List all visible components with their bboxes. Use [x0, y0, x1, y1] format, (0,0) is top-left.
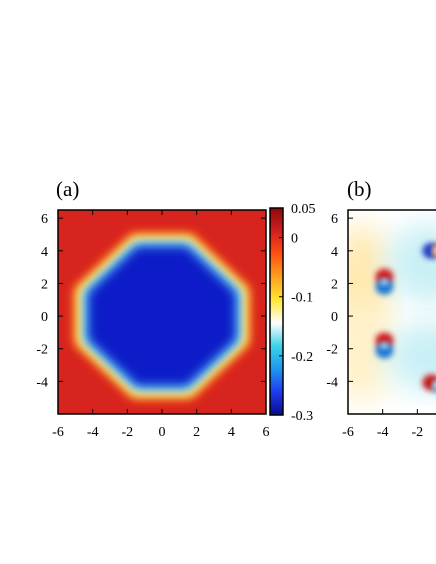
a-xtick-label: 6	[263, 425, 270, 440]
colorbar: 0.05 0 -0.1 -0.2 -0.3	[269, 202, 316, 424]
b-ytick-label: 2	[331, 277, 338, 292]
dipole-core	[433, 247, 436, 254]
colorbar-tick-label: 0	[291, 232, 298, 247]
colorbar-tick-label: -0.3	[291, 409, 313, 424]
b-ytick-label: 4	[331, 245, 338, 260]
dipole-1	[422, 242, 436, 259]
tint-lower-right	[386, 321, 436, 392]
dipole-0	[375, 268, 394, 295]
panel-b-heatmap	[348, 210, 436, 414]
octagon-layer-4	[88, 247, 236, 386]
a-xtick-label: -2	[121, 425, 133, 440]
b-xtick-label: -6	[342, 425, 354, 440]
dipole-2	[375, 332, 394, 359]
colorbar-tick-label: -0.2	[291, 350, 313, 365]
b-xtick-label: -2	[411, 425, 423, 440]
a-ytick-label: 2	[41, 277, 48, 292]
dipole-lobe-b	[375, 278, 394, 295]
a-xtick-label: 0	[159, 425, 166, 440]
panel-a-label: (a)	[56, 177, 79, 201]
colorbar-ticks: 0.05 0 -0.1 -0.2 -0.3	[279, 202, 316, 424]
panel-a-heatmap	[58, 210, 266, 414]
colorbar-tick-label: -0.1	[291, 291, 313, 306]
dipole-3	[422, 374, 436, 394]
a-xtick-label: -4	[87, 425, 99, 440]
panel-b: (b) -6 -4 -2 6 4 2 0 -2 -4	[326, 177, 436, 440]
b-xtick-label: -4	[377, 425, 389, 440]
dipole-lobe-b	[375, 342, 394, 359]
panel-a: (a) -6 -4 -2 0 2 4 6 6 4 2 0 -2 -4	[36, 177, 269, 440]
dipole-core	[381, 342, 388, 349]
panel-b-dipoles	[375, 242, 436, 394]
b-ytick-label: -2	[326, 343, 338, 358]
panel-a-x-axis: -6 -4 -2 0 2 4 6	[52, 210, 270, 440]
b-ytick-label: -4	[326, 375, 338, 390]
a-xtick-label: -6	[52, 425, 64, 440]
a-ytick-label: 0	[41, 310, 48, 325]
panel-b-x-axis: -6 -4 -2	[342, 409, 423, 440]
panel-b-background-tints	[348, 223, 436, 402]
tint-lower-left	[348, 301, 392, 402]
b-ytick-label: 0	[331, 310, 338, 325]
a-ytick-label: -2	[36, 343, 48, 358]
tint-upper-right	[386, 223, 436, 304]
dipole-lobe-a	[422, 242, 436, 259]
a-ytick-label: -4	[36, 375, 48, 390]
panel-b-frame	[347, 209, 436, 415]
colorbar-tick-label: 0.05	[291, 202, 316, 217]
colorbar-gradient	[269, 207, 284, 416]
a-xtick-label: 4	[228, 425, 235, 440]
panel-a-octagon-field	[73, 233, 251, 400]
dipole-core	[381, 278, 388, 285]
dipole-core	[433, 381, 436, 388]
panel-b-label: (b)	[347, 177, 372, 201]
panel-a-y-axis: 6 4 2 0 -2 -4	[36, 212, 266, 390]
a-xtick-label: 2	[193, 425, 200, 440]
b-ytick-label: 6	[331, 212, 338, 227]
a-ytick-label: 4	[41, 245, 48, 260]
panel-b-y-axis: 6 4 2 0 -2 -4	[326, 212, 353, 390]
a-ytick-label: 6	[41, 212, 48, 227]
